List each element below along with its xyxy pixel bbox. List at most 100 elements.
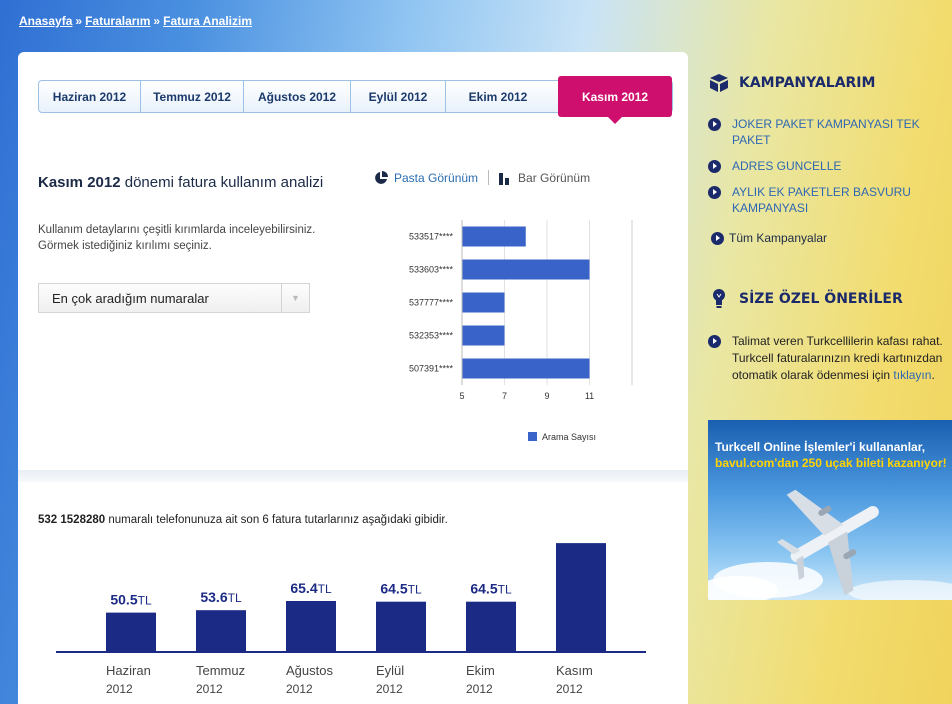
x-month-label: Ağustos bbox=[286, 663, 333, 678]
bar bbox=[462, 358, 590, 379]
suggestion-end: . bbox=[931, 368, 935, 382]
y-tick-label: 533517**** bbox=[409, 232, 454, 242]
bar bbox=[376, 601, 426, 652]
campaigns-heading: KAMPANYALARIM bbox=[708, 72, 875, 94]
arrow-bullet-icon bbox=[708, 335, 721, 348]
bill-info-text: numaralı telefonunuza ait son 6 fatura t… bbox=[105, 514, 448, 526]
x-tick-label: 5 bbox=[459, 391, 464, 401]
y-tick-label: 507391**** bbox=[409, 364, 454, 374]
description-line: Kullanım detaylarını çeşitli kırımlarda … bbox=[38, 224, 316, 236]
bar-chart-icon bbox=[499, 172, 510, 185]
box-icon bbox=[708, 72, 730, 94]
period-tabs: Haziran 2012 Temmuz 2012 Ağustos 2012 Ey… bbox=[38, 76, 673, 124]
main-panel: Haziran 2012 Temmuz 2012 Ağustos 2012 Ey… bbox=[18, 52, 688, 704]
breadcrumb-bills-link[interactable]: Faturalarım bbox=[85, 14, 151, 28]
x-year-label: 2012 bbox=[106, 682, 133, 696]
bar bbox=[462, 325, 505, 346]
breadcrumb-separator: » bbox=[75, 14, 83, 28]
bar bbox=[462, 226, 526, 247]
pie-view-link[interactable]: Pasta Görünüm bbox=[374, 170, 479, 185]
x-month-label: Ekim bbox=[466, 663, 495, 678]
breakdown-select-value: En çok aradığım numaralar bbox=[52, 290, 209, 306]
tab-ekim-2012[interactable]: Ekim 2012 bbox=[468, 89, 528, 104]
bar bbox=[556, 543, 606, 652]
bar-view-link[interactable]: Bar Görünüm bbox=[499, 171, 590, 185]
y-tick-label: 537777**** bbox=[409, 298, 454, 308]
tab-eylul-2012[interactable]: Eylül 2012 bbox=[351, 81, 446, 112]
chevron-down-icon[interactable]: ▼ bbox=[281, 284, 309, 312]
all-campaigns-label: Tüm Kampanyalar bbox=[729, 231, 828, 245]
section-divider bbox=[18, 470, 688, 482]
campaign-item[interactable]: ADRES GUNCELLE bbox=[708, 158, 946, 174]
campaign-label: JOKER PAKET KAMPANYASI TEK bbox=[732, 117, 920, 131]
suggestion-item: Talimat veren Turkcellilerin kafası raha… bbox=[708, 333, 952, 384]
pie-chart-icon bbox=[375, 170, 388, 184]
bar-value-label: 53.6TL bbox=[200, 589, 242, 605]
campaign-item[interactable]: JOKER PAKET KAMPANYASI TEK PAKET bbox=[708, 116, 946, 148]
tab-temmuz-2012[interactable]: Temmuz 2012 bbox=[141, 81, 244, 112]
banner-line: Turkcell Online İşlemler'i kullananlar, bbox=[715, 440, 926, 454]
x-year-label: 2012 bbox=[376, 682, 403, 696]
legend-label: Arama Sayısı bbox=[542, 432, 596, 442]
tab-agustos-2012[interactable]: Ağustos 2012 bbox=[244, 81, 351, 112]
campaigns-title: KAMPANYALARIM bbox=[739, 75, 876, 91]
campaign-label: KAMPANYASI bbox=[732, 201, 809, 215]
tab-haziran-2012[interactable]: Haziran 2012 bbox=[39, 81, 141, 112]
view-divider bbox=[488, 170, 490, 185]
x-tick-label: 7 bbox=[502, 391, 507, 401]
bar-value-label: 50.5TL bbox=[110, 592, 152, 608]
campaign-item[interactable]: AYLIK EK PAKETLER BASVURU KAMPANYASI bbox=[708, 184, 946, 216]
bar bbox=[286, 600, 336, 652]
campaign-label: PAKET bbox=[732, 133, 771, 147]
sidebar: KAMPANYALARIM JOKER PAKET KAMPANYASI TEK… bbox=[688, 52, 952, 704]
phone-number: 532 1528280 bbox=[38, 514, 106, 526]
bill-info: 532 1528280 numaralı telefonunuza ait so… bbox=[38, 514, 448, 526]
arrow-bullet-icon bbox=[708, 160, 721, 173]
x-tick-label: 9 bbox=[544, 391, 549, 401]
bar-view-label: Bar Görünüm bbox=[518, 170, 591, 185]
x-year-label: 2012 bbox=[196, 682, 223, 696]
x-month-label: Eylül bbox=[376, 663, 404, 678]
header-bar: Anasayfa» Faturalarım» Fatura Analizim bbox=[0, 0, 952, 52]
x-month-label: Kasım bbox=[556, 663, 593, 678]
campaign-label: AYLIK EK PAKETLER BASVURU bbox=[732, 185, 911, 199]
breadcrumb-separator: » bbox=[153, 14, 161, 28]
campaign-list: JOKER PAKET KAMPANYASI TEK PAKET ADRES GU… bbox=[708, 116, 946, 226]
campaign-label: ADRES GUNCELLE bbox=[732, 159, 842, 173]
promo-banner[interactable]: Turkcell Online İşlemler'i kullananlar, … bbox=[708, 420, 952, 600]
breadcrumb-home-link[interactable]: Anasayfa bbox=[19, 14, 73, 28]
y-tick-label: 532353**** bbox=[409, 331, 454, 341]
breakdown-select[interactable]: En çok aradığım numaralar ▼ bbox=[38, 283, 310, 313]
x-year-label: 2012 bbox=[556, 682, 583, 696]
pie-view-label: Pasta Görünüm bbox=[394, 170, 479, 185]
banner-line-highlight: bavul.com'dan 250 uçak bileti kazanıyor! bbox=[715, 456, 947, 470]
bar-value-label: 64.5TL bbox=[470, 581, 512, 597]
analysis-title: Kasım 2012 dönemi fatura kullanım analiz… bbox=[38, 174, 323, 191]
arrow-bullet-icon bbox=[711, 231, 724, 245]
legend-swatch bbox=[528, 432, 537, 441]
banner-text: Turkcell Online İşlemler'i kullananlar, … bbox=[715, 439, 947, 471]
x-month-label: Temmuz bbox=[196, 663, 245, 678]
tab-kasim-2012[interactable]: Kasım 2012 bbox=[558, 76, 672, 124]
breadcrumb-current-link[interactable]: Fatura Analizim bbox=[163, 14, 253, 28]
bar bbox=[462, 292, 505, 313]
suggestion-link[interactable]: tıklayın bbox=[893, 368, 932, 382]
airplane-icon bbox=[708, 489, 952, 600]
x-year-label: 2012 bbox=[466, 682, 493, 696]
view-toggle: Pasta Görünüm Bar Görünüm bbox=[374, 170, 590, 185]
bar bbox=[466, 601, 516, 652]
description-line: Görmek istediğiniz kırılımı seçiniz. bbox=[38, 240, 212, 252]
arrow-bullet-icon bbox=[708, 186, 721, 199]
suggestions-title: SİZE ÖZEL ÖNERİLER bbox=[739, 291, 903, 307]
bar-value-label: 64.5TL bbox=[380, 581, 422, 597]
analysis-description: Kullanım detaylarını çeşitli kırımlarda … bbox=[38, 222, 358, 254]
suggestions-heading: SİZE ÖZEL ÖNERİLER bbox=[708, 288, 903, 310]
all-campaigns-link[interactable]: Tüm Kampanyalar bbox=[711, 231, 827, 245]
bill-amount-chart: 50.5TL Haziran 2012 53.6TL Temmuz 2012 65.4TL A… bbox=[56, 543, 646, 696]
lightbulb-icon bbox=[708, 288, 730, 310]
analysis-title-text: dönemi fatura kullanım analizi bbox=[120, 174, 324, 191]
arrow-bullet-icon bbox=[708, 118, 721, 131]
suggestion-text: Talimat veren Turkcellilerin kafası raha… bbox=[732, 334, 943, 382]
x-tick-label: 11 bbox=[585, 391, 594, 401]
bar bbox=[196, 610, 246, 652]
